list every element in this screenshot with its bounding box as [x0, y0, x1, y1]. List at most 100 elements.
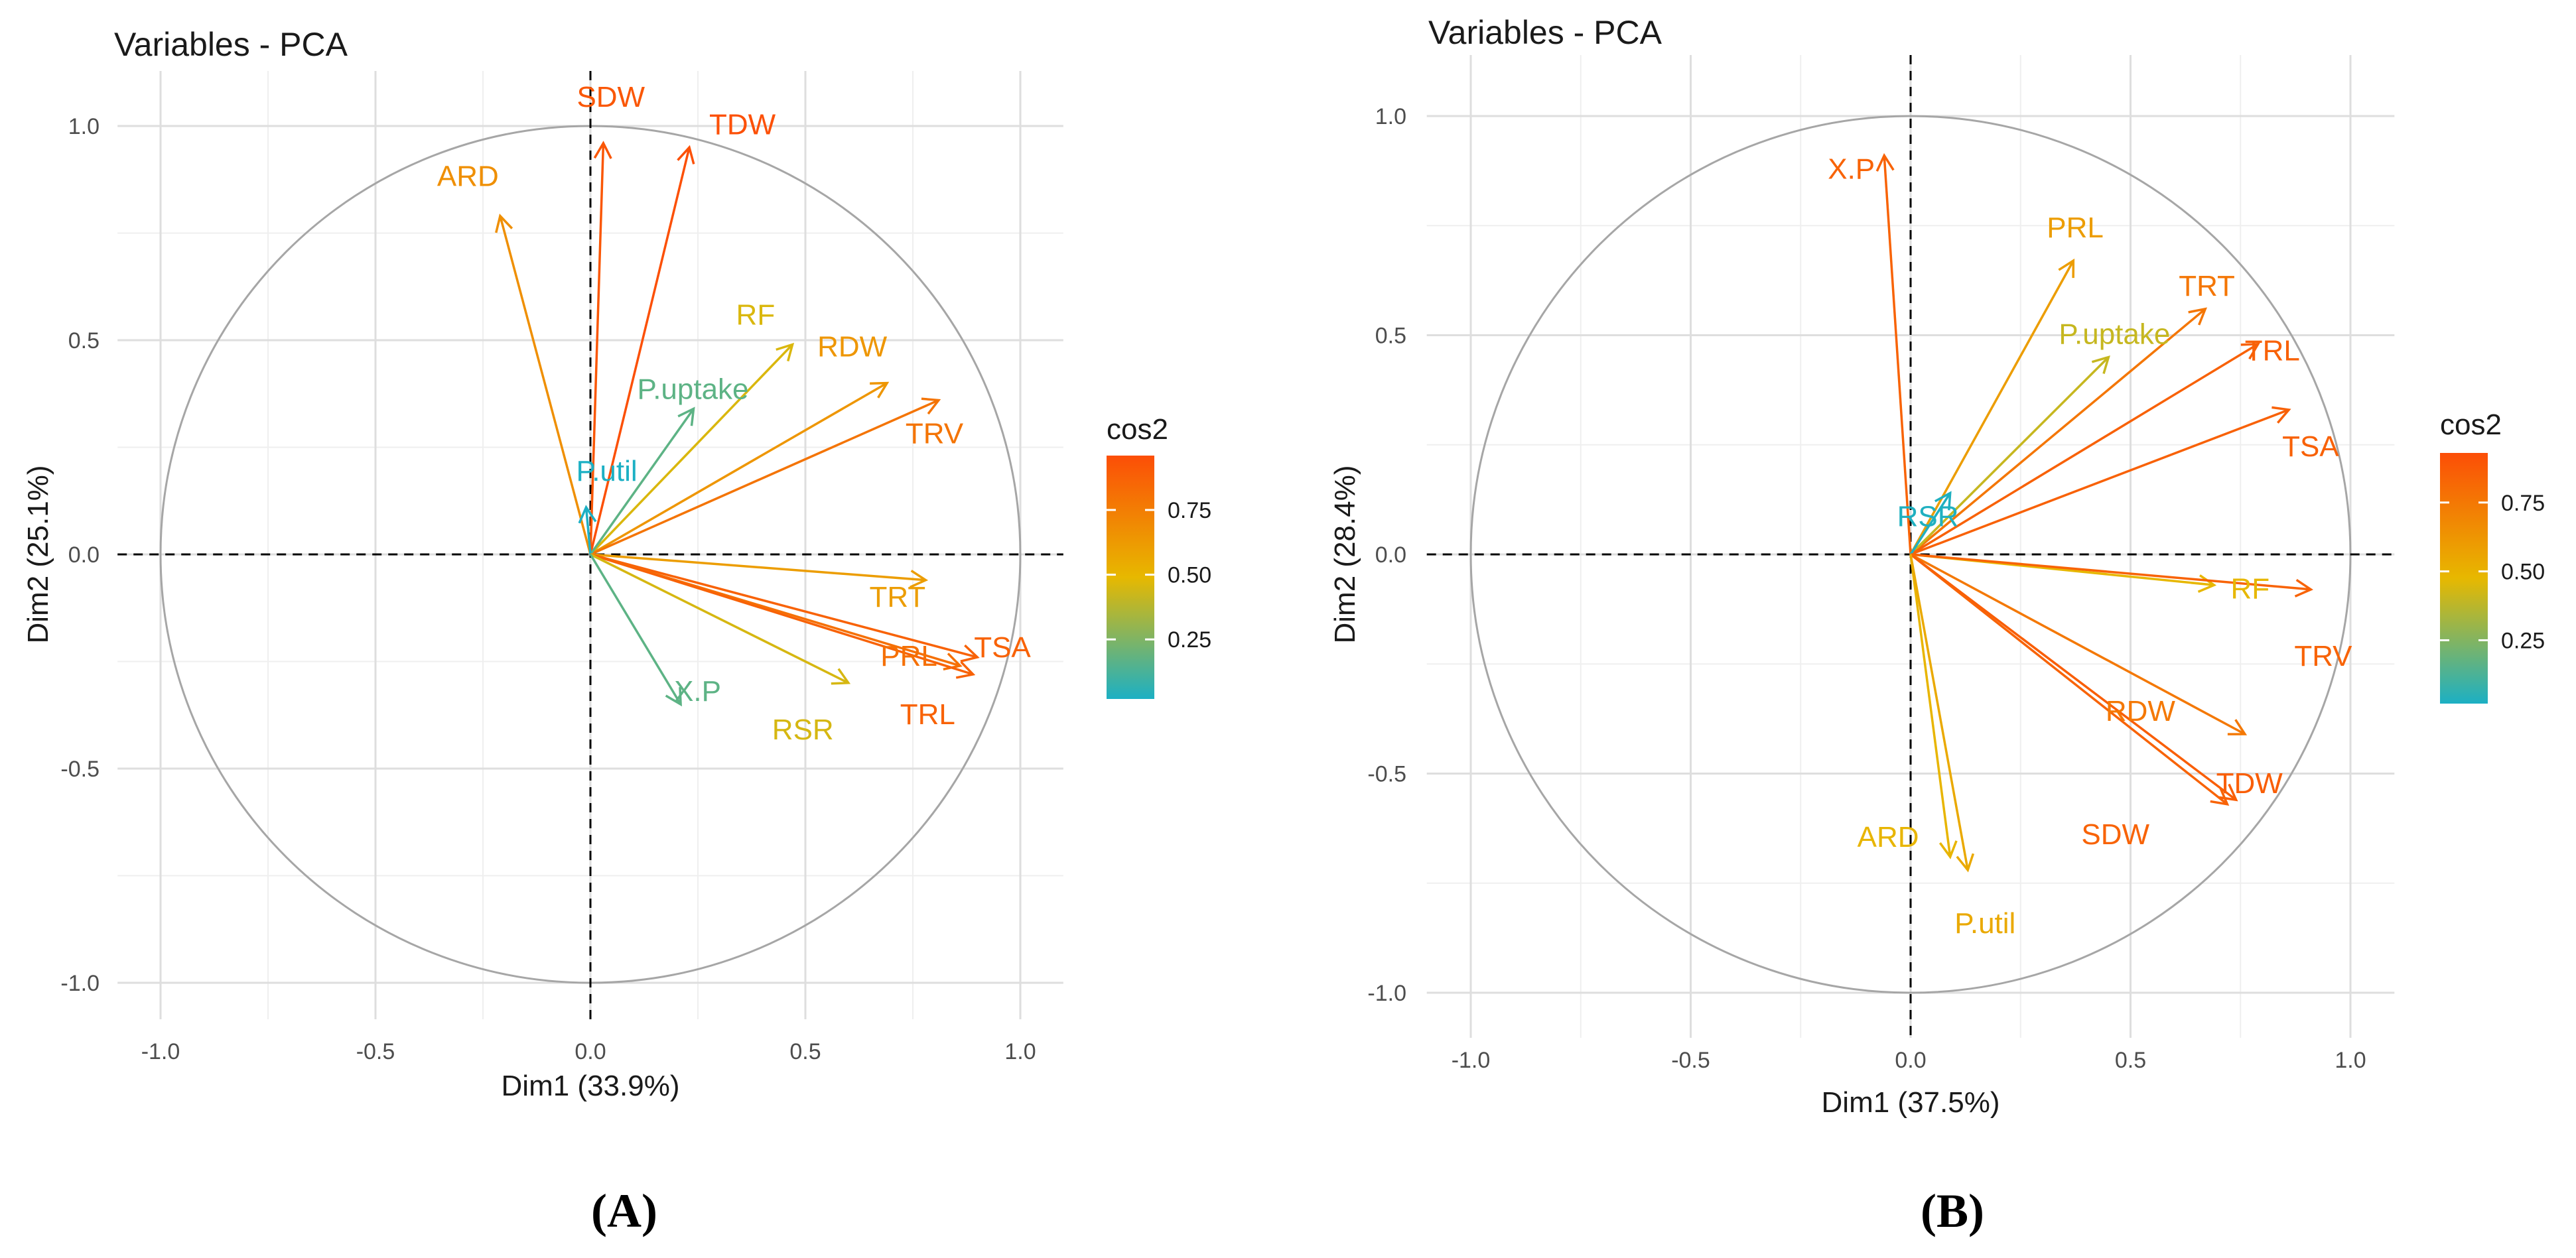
arrow-head: [677, 407, 695, 426]
variable-label-P.uptake: P.uptake: [638, 373, 749, 405]
variable-label-ARD: ARD: [437, 160, 499, 193]
arrow-head: [910, 570, 929, 589]
arrow-shaft: [589, 344, 793, 556]
arrow-head: [578, 505, 597, 524]
legend-tick-label: 0.25: [2501, 628, 2545, 653]
arrow-head: [2091, 355, 2110, 374]
arrow-RF: [1910, 553, 2217, 593]
variable-label-ARD: ARD: [1858, 821, 1919, 853]
arrow-head: [776, 342, 795, 362]
legend-tick-label: 0.50: [2501, 560, 2545, 585]
x-tick-label: 1.0: [2335, 1048, 2366, 1073]
variable-label-TSA: TSA: [2282, 430, 2339, 463]
reference-lines: [117, 71, 1063, 1019]
x-tick-label: -0.5: [356, 1039, 395, 1064]
arrow-shaft: [589, 408, 695, 556]
y-axis-title: Dim2 (28.4%): [1329, 466, 1361, 644]
arrow-shaft: [1909, 308, 2206, 556]
variable-label-TDW: TDW: [2216, 767, 2283, 800]
legend-tick-label: 0.75: [1168, 498, 1211, 523]
variable-label-PRL: PRL: [880, 640, 937, 672]
arrow-shaft: [1909, 553, 2237, 801]
variable-label-RF: RF: [2230, 572, 2270, 605]
x-tick-label: 0.5: [789, 1039, 821, 1064]
legend-tick-label: 0.25: [1168, 627, 1211, 653]
arrow-shaft: [1909, 492, 1952, 555]
arrow-TRT: [1909, 307, 2208, 556]
arrow-head: [943, 653, 963, 671]
cos2-legend: cos2 0.25 0.50 0.75: [1107, 413, 1211, 699]
arrow-head: [2188, 307, 2208, 326]
y-tick-label: 1.0: [1375, 104, 1406, 129]
x-tick-labels: -1.0 -0.5 0.0 0.5 1.0: [141, 1039, 1036, 1064]
legend-title: cos2: [1107, 413, 1168, 446]
y-tick-label: -1.0: [1367, 981, 1406, 1006]
arrow-shaft: [589, 147, 691, 555]
arrow-TRT: [590, 553, 929, 589]
variable-label-SDW: SDW: [2081, 818, 2149, 851]
arrow-TDW: [1909, 553, 2238, 802]
arrow-SDW: [589, 141, 612, 555]
arrow-head: [677, 145, 695, 164]
arrow-shaft: [499, 216, 592, 555]
arrow-P.util: [1909, 554, 1975, 873]
variable-label-P.uptake: P.uptake: [2059, 318, 2170, 351]
x-tick-label: 1.0: [1004, 1039, 1036, 1064]
arrow-X.P: [589, 554, 682, 707]
y-tick-label: -1.0: [60, 971, 100, 996]
plot-title: Variables - PCA: [114, 26, 348, 63]
arrow-head: [1934, 491, 1952, 511]
arrow-head: [2240, 342, 2260, 360]
variable-label-RF: RF: [736, 298, 776, 331]
y-tick-label: 0.0: [1375, 542, 1406, 568]
arrow-RSR: [1909, 491, 1952, 555]
variable-label-PRL: PRL: [2047, 212, 2104, 244]
arrow-head: [870, 381, 890, 399]
plot-title: Variables - PCA: [1428, 14, 1662, 51]
arrow-head: [665, 687, 682, 707]
arrow-ARD: [495, 214, 592, 555]
arrow-TDW: [589, 145, 695, 555]
arrow-RSR: [590, 553, 851, 685]
arrow-shaft: [590, 553, 974, 676]
variable-label-RSR: RSR: [772, 714, 834, 746]
arrow-shaft: [1909, 356, 2110, 556]
panel-label: (B): [1921, 1184, 1984, 1237]
panel-label: (A): [591, 1184, 657, 1237]
arrow-ARD: [1909, 554, 1958, 859]
variable-label-P.util: P.util: [1954, 907, 2015, 940]
variable-labels: X.P PRL TRT P.uptake TRL TSA RSR RF TRV RDW TDW SDW…: [1828, 153, 2352, 939]
y-tick-label: 0.0: [68, 542, 100, 568]
legend-title: cos2: [2440, 409, 2502, 441]
arrow-shaft: [1910, 553, 2311, 591]
x-tick-label: 0.0: [575, 1039, 606, 1064]
arrow-PRL: [1909, 258, 2075, 555]
arrow-shaft: [590, 553, 926, 582]
variable-label-RSR: RSR: [1897, 500, 1959, 533]
arrow-head: [2197, 574, 2217, 593]
arrow-shaft: [1909, 553, 2228, 806]
x-tick-label: -1.0: [1452, 1048, 1491, 1073]
variable-arrows: [1875, 153, 2313, 873]
y-tick-label: -0.5: [1367, 762, 1406, 787]
arrow-shaft: [590, 553, 849, 684]
arrow-head: [1956, 853, 1975, 873]
arrow-TSA: [1910, 406, 2291, 556]
arrow-head: [2210, 788, 2230, 806]
variable-label-P.util: P.util: [576, 455, 638, 487]
arrow-shaft: [1883, 155, 1912, 555]
arrow-head: [831, 668, 851, 685]
arrow-shaft: [584, 507, 592, 555]
x-tick-label: 0.0: [1895, 1048, 1926, 1073]
y-axis-title: Dim2 (25.1%): [22, 466, 54, 644]
arrow-P.util: [578, 505, 597, 555]
y-tick-label: 1.0: [68, 114, 100, 139]
x-tick-label: 0.5: [2115, 1048, 2146, 1073]
cos2-legend: cos2 0.25 0.50 0.75: [2440, 409, 2545, 704]
x-tick-label: -0.5: [1671, 1048, 1710, 1073]
arrow-shaft: [590, 399, 939, 556]
x-axis-title: Dim1 (33.9%): [502, 1070, 680, 1102]
legend-colorbar: [1107, 456, 1154, 699]
arrow-shaft: [590, 382, 888, 556]
